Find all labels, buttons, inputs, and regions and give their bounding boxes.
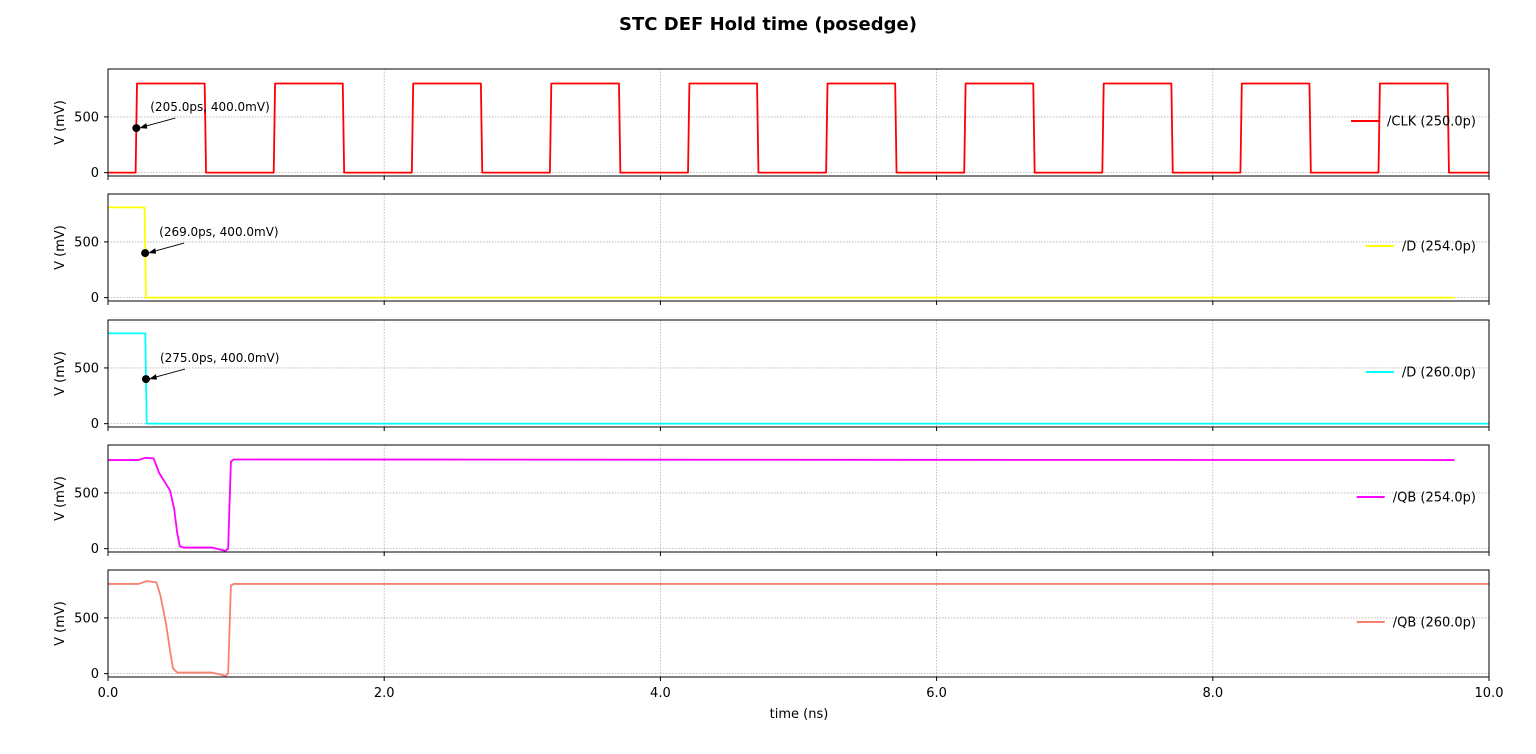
panels: 0 500 V (mV) /CLK (250.0p) (205.0ps, 400.0mV… bbox=[53, 68, 1504, 701]
x-tick-label: 4.0 bbox=[650, 686, 671, 701]
y-tick-label: 0 bbox=[91, 542, 99, 557]
legend-label: /QB (260.0p) bbox=[1393, 616, 1476, 631]
x-axis-label: time (ns) bbox=[770, 707, 829, 722]
panel-frame bbox=[107, 569, 1490, 678]
legend-label: /QB (254.0p) bbox=[1393, 491, 1476, 506]
panel-frame bbox=[107, 193, 1490, 302]
panel-3: 0 500 V (mV) /D (260.0p) (275.0ps, 400.0mV) bbox=[53, 319, 1490, 432]
x-tick-label: 0.0 bbox=[98, 686, 119, 701]
series-line bbox=[108, 206, 1455, 299]
y-tick-label: 500 bbox=[74, 110, 99, 125]
panel-frame bbox=[107, 319, 1490, 428]
x-tick-label: 8.0 bbox=[1202, 686, 1223, 701]
panel-5: 0 500 0.0 2.0 4.0 6.0 8.0 10.0 V (mV) /QB (260.0p… bbox=[53, 569, 1504, 701]
y-axis-label: V (mV) bbox=[53, 601, 68, 646]
chart-title: STC DEF Hold time (posedge) bbox=[619, 14, 917, 35]
y-axis-label: V (mV) bbox=[53, 476, 68, 521]
y-tick-label: 0 bbox=[91, 667, 99, 682]
x-tick-label: 6.0 bbox=[926, 686, 947, 701]
y-tick-label: 0 bbox=[91, 166, 99, 181]
legend-label: /D (260.0p) bbox=[1402, 366, 1476, 381]
annotation-arrow bbox=[151, 242, 185, 253]
series-line bbox=[108, 456, 1455, 552]
panel-2: 0 500 V (mV) /D (254.0p) (269.0ps, 400.0mV) bbox=[53, 193, 1490, 306]
panel-4: 0 500 V (mV) /QB (254.0p) bbox=[53, 444, 1490, 557]
annotation-label: (269.0ps, 400.0mV) bbox=[159, 225, 278, 239]
annotation-marker bbox=[141, 375, 150, 384]
series-line bbox=[108, 332, 1489, 425]
y-tick-label: 0 bbox=[91, 291, 99, 306]
annotation-arrowhead bbox=[139, 123, 148, 129]
annotation-arrow bbox=[151, 368, 186, 379]
annotation-label: (275.0ps, 400.0mV) bbox=[160, 351, 279, 365]
panel-1: 0 500 V (mV) /CLK (250.0p) (205.0ps, 400.0mV… bbox=[53, 68, 1490, 181]
y-axis-label: V (mV) bbox=[53, 351, 68, 396]
y-tick-label: 500 bbox=[74, 235, 99, 250]
annotation-label: (205.0ps, 400.0mV) bbox=[150, 100, 269, 114]
annotation-arrow bbox=[142, 117, 176, 128]
annotation-marker bbox=[141, 249, 150, 258]
annotation-marker bbox=[132, 124, 141, 133]
y-tick-label: 0 bbox=[91, 417, 99, 432]
annotation-arrowhead bbox=[148, 248, 157, 254]
y-axis-label: V (mV) bbox=[53, 100, 68, 145]
x-tick-label: 2.0 bbox=[374, 686, 395, 701]
panel-frame bbox=[107, 444, 1490, 553]
y-tick-label: 500 bbox=[74, 361, 99, 376]
annotation-arrowhead bbox=[148, 374, 157, 380]
series-line bbox=[108, 82, 1489, 174]
legend-label: /D (254.0p) bbox=[1402, 240, 1476, 255]
panel-frame bbox=[107, 68, 1490, 177]
legend-label: /CLK (250.0p) bbox=[1387, 115, 1476, 130]
y-tick-label: 500 bbox=[74, 611, 99, 626]
series-line bbox=[108, 580, 1489, 677]
y-tick-label: 500 bbox=[74, 486, 99, 501]
x-tick-label: 10.0 bbox=[1475, 686, 1504, 701]
y-axis-label: V (mV) bbox=[53, 225, 68, 270]
